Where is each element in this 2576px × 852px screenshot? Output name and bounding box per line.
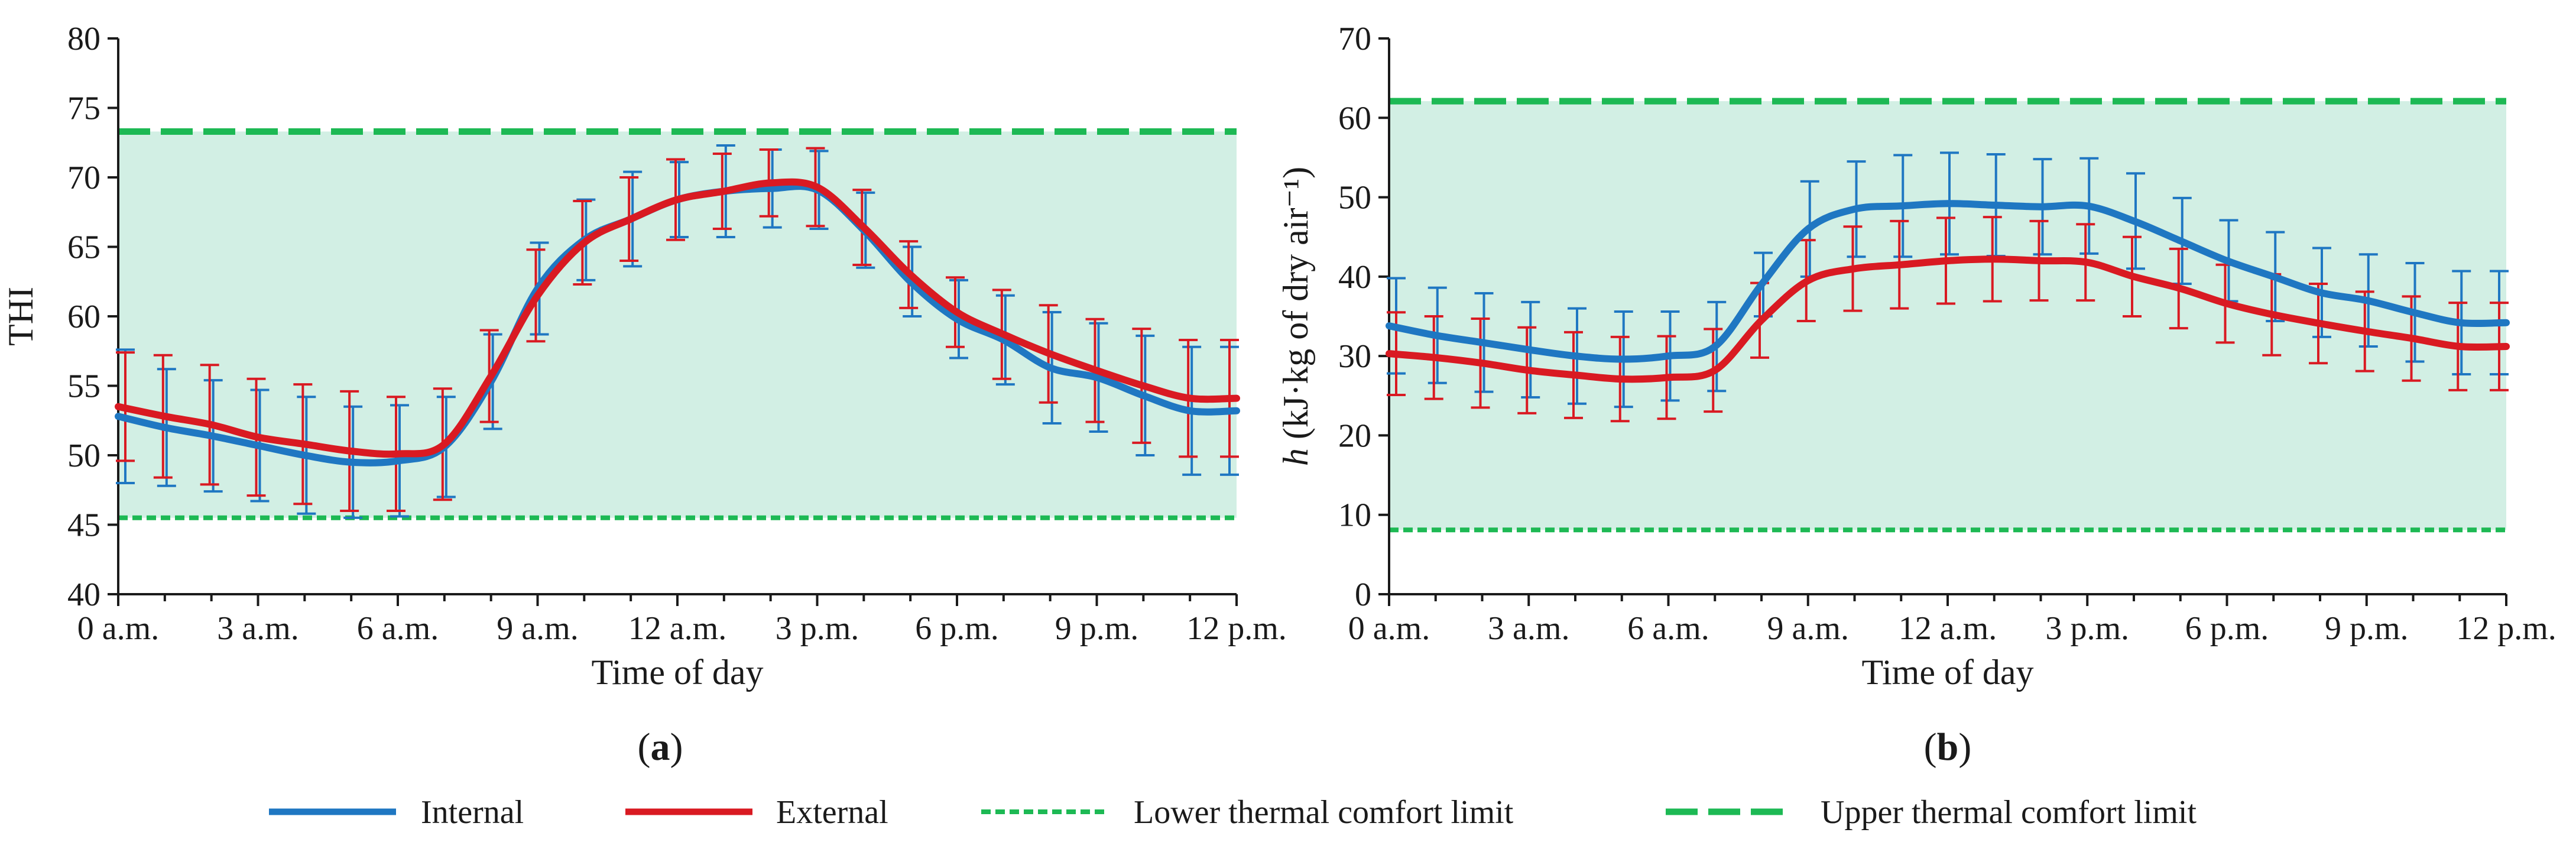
panel-b-ytick-label: 20 [1338, 417, 1371, 454]
panel-b-xtick-label: 3 p.m. [2045, 610, 2129, 647]
panel-a-external-line [115, 178, 1240, 458]
legend-upper-label: Upper thermal comfort limit [1821, 794, 2197, 831]
panel-b-tag: (b) [1924, 725, 1972, 769]
panel-a-ytick-label: 65 [67, 229, 100, 266]
panel-a-xtick-label: 3 p.m. [776, 610, 859, 647]
panel-a-xtick-label: 3 a.m. [217, 610, 299, 647]
panel-a-comfort-band [118, 131, 1237, 518]
panel-b-external-line [1386, 255, 2510, 383]
panel-b-ytick-label: 0 [1355, 576, 1371, 613]
panel-a-x-axis-label: Time of day [591, 653, 763, 692]
panel-b-xtick-label: 0 a.m. [1348, 610, 1430, 647]
legend: Internal External Lower thermal comfort … [269, 794, 2197, 831]
panel-a-ytick-label: 75 [67, 90, 100, 127]
panel-b-comfort-band [1389, 101, 2506, 530]
panel-a-xtick-label: 9 a.m. [497, 610, 578, 647]
panel-b-internal-line [1386, 200, 2510, 363]
panel-b-ytick-label: 40 [1338, 259, 1371, 296]
panel-a-xtick-label: 12 p.m. [1186, 610, 1287, 647]
panel-b-xtick-label: 6 a.m. [1627, 610, 1709, 647]
legend-lower-label: Lower thermal comfort limit [1134, 794, 1514, 831]
panel-b-xtick-label: 12 a.m. [1899, 610, 1997, 647]
panel-a-xtick-label: 12 a.m. [628, 610, 726, 647]
panel-b-chart: 0 10 20 30 40 50 60 70 0 a.m. 3 a.m. 6 a.m. 9 a.m. 1… [1276, 21, 2556, 692]
panel-a-chart: 40 45 50 55 60 65 70 75 80 0 a.m. 3 a.m. 6 a.m. 9 a.… [1, 21, 1287, 692]
panel-b-x-axis-label: Time of day [1861, 653, 2033, 692]
panel-b-xtick-label: 9 a.m. [1767, 610, 1849, 647]
panel-a-ytick-label: 80 [67, 21, 100, 57]
panel-a-xtick-label: 6 a.m. [357, 610, 439, 647]
panel-a-y-axis-label: THI [1, 287, 40, 346]
panel-b-xtick-label: 9 p.m. [2325, 610, 2409, 647]
panel-a-ytick-label: 40 [67, 576, 100, 613]
panel-a-tag: (a) [638, 725, 683, 769]
panel-b-y-axis-label-symbol: h [1276, 448, 1315, 466]
panel-b-ytick-label: 30 [1338, 338, 1371, 375]
legend-internal-label: Internal [421, 794, 524, 831]
panel-a-ytick-label: 70 [67, 160, 100, 196]
panel-b-ytick-label: 60 [1338, 100, 1371, 137]
panel-b-xtick-label: 6 p.m. [2185, 610, 2269, 647]
panel-b-xtick-label: 3 a.m. [1488, 610, 1569, 647]
panel-a-ytick-label: 50 [67, 438, 100, 474]
panel-a-ytick-label: 45 [67, 507, 100, 544]
panel-b-ytick-label: 10 [1338, 497, 1371, 534]
panel-a-ytick-label: 55 [67, 368, 100, 405]
panel-a-ytick-label: 60 [67, 299, 100, 335]
panel-a-xtick-label: 6 p.m. [915, 610, 999, 647]
panel-b-ytick-label: 70 [1338, 21, 1371, 57]
panel-b-xtick-label: 12 p.m. [2456, 610, 2556, 647]
panel-b-ytick-label: 50 [1338, 180, 1371, 216]
panel-a-xtick-label: 9 p.m. [1055, 610, 1139, 647]
legend-external-label: External [776, 794, 888, 831]
panel-b-y-axis-label-unit: (kJ·kg of dry air⁻¹) [1276, 167, 1315, 448]
panel-b-y-axis-label: h (kJ·kg of dry air⁻¹) [1276, 167, 1315, 466]
panel-a-xtick-label: 0 a.m. [77, 610, 159, 647]
